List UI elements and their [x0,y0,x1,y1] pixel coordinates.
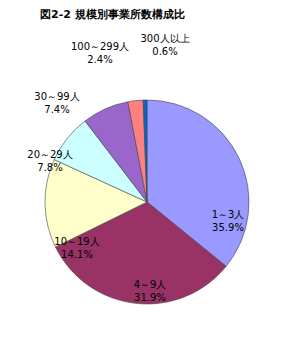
data-labels: 1～3人 35.9% 4～9人 31.9% 10～19人 14.1% 20～29人 7.8% 3… [27,33,244,303]
slice-category-label: 4～9人 [134,279,167,290]
slice-value-label: 31.9% [134,292,166,303]
slice-value-label: 0.6% [152,46,177,57]
slice-value-label: 7.8% [37,162,62,173]
chart-svg: 図2-2 規模別事業所数構成比1～3人35.9%4～9人31.9%10～19人1… [0,0,288,359]
slice-category-label: 300人以上 [140,33,189,44]
pie-slice [143,100,147,202]
slice-category-label: 1～3人 [212,209,245,220]
pie [45,100,249,304]
slice-category-label: 20～29人 [27,149,72,160]
background [0,0,288,359]
slice-category-label: 30～99人 [34,91,79,102]
chart-title: 図2-2 規模別事業所数構成比 [40,8,185,21]
slice-value-label: 7.4% [44,104,69,115]
slice-value-label: 35.9% [212,222,244,233]
slice-value-label: 2.4% [87,54,112,65]
slice-category-label: 10～19人 [54,236,99,247]
pie-slice [128,100,147,202]
slice-category-label: 100～299人 [71,41,129,52]
slice-value-label: 14.1% [61,249,93,260]
